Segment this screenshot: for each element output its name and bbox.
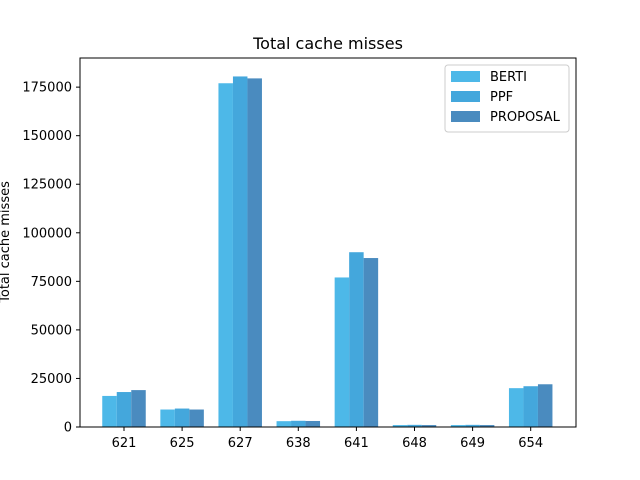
bar-ppf-648 bbox=[407, 424, 422, 427]
x-tick-label: 641 bbox=[344, 436, 369, 451]
legend: BERTI PPF PROPOSAL bbox=[444, 64, 570, 133]
x-tick-label: 654 bbox=[518, 436, 543, 451]
plot-frame bbox=[79, 57, 577, 428]
bar-ppf-621 bbox=[116, 392, 132, 427]
x-axis: 621 625 627 638 641 648 649 654 bbox=[112, 427, 543, 451]
bar-ppf-649 bbox=[465, 424, 480, 427]
x-tick-label: 638 bbox=[286, 436, 311, 451]
bar-ppf-638 bbox=[291, 420, 306, 427]
legend-swatch-proposal bbox=[451, 111, 480, 122]
bar-ppf-625 bbox=[174, 408, 190, 427]
y-axis: 0 25000 50000 75000 100000 125000 150000 175000 bbox=[22, 81, 80, 436]
y-tick-label: 50000 bbox=[31, 323, 72, 338]
bar-berti-621 bbox=[102, 395, 117, 427]
bar-proposal-654 bbox=[537, 384, 553, 427]
bar-berti-648 bbox=[392, 425, 408, 427]
x-tick-label: 648 bbox=[402, 436, 427, 451]
y-tick-label: 75000 bbox=[31, 275, 72, 290]
bar-ppf-654 bbox=[523, 386, 538, 427]
chart-title: Total cache misses bbox=[252, 34, 403, 53]
bar-proposal-648 bbox=[421, 425, 437, 427]
y-tick-label: 0 bbox=[64, 421, 72, 436]
bar-berti-627 bbox=[218, 83, 233, 427]
bar-berti-654 bbox=[508, 388, 524, 427]
legend-swatch-berti bbox=[451, 71, 480, 82]
legend-label-ppf: PPF bbox=[490, 90, 513, 105]
bar-ppf-627 bbox=[232, 76, 248, 427]
y-tick-label: 125000 bbox=[22, 178, 72, 193]
bar-proposal-627 bbox=[247, 78, 262, 427]
bar-proposal-649 bbox=[479, 425, 495, 427]
bar-proposal-621 bbox=[131, 390, 146, 427]
bar-proposal-638 bbox=[305, 420, 321, 427]
x-tick-label: 627 bbox=[228, 436, 253, 451]
legend-swatch-ppf bbox=[451, 91, 480, 102]
x-tick-label: 621 bbox=[112, 436, 137, 451]
bar-berti-625 bbox=[160, 409, 175, 427]
y-tick-label: 100000 bbox=[22, 226, 72, 241]
y-tick-label: 150000 bbox=[22, 129, 72, 144]
legend-label-berti: BERTI bbox=[490, 70, 527, 85]
y-tick-label: 175000 bbox=[22, 81, 72, 96]
bar-proposal-641 bbox=[363, 258, 379, 427]
bar-proposal-625 bbox=[189, 409, 204, 427]
bar-berti-641 bbox=[334, 277, 350, 427]
y-tick-label: 25000 bbox=[31, 372, 72, 387]
bar-berti-638 bbox=[276, 421, 292, 427]
x-tick-label: 649 bbox=[460, 436, 485, 451]
y-axis-label: Total cache misses bbox=[0, 181, 13, 304]
x-tick-label: 625 bbox=[170, 436, 195, 451]
bar-ppf-641 bbox=[349, 252, 364, 427]
bar-berti-649 bbox=[450, 425, 466, 427]
bars-group bbox=[102, 76, 553, 427]
legend-label-proposal: PROPOSAL bbox=[490, 110, 561, 125]
